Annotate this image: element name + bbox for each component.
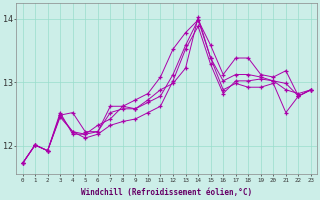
X-axis label: Windchill (Refroidissement éolien,°C): Windchill (Refroidissement éolien,°C) — [81, 188, 252, 197]
